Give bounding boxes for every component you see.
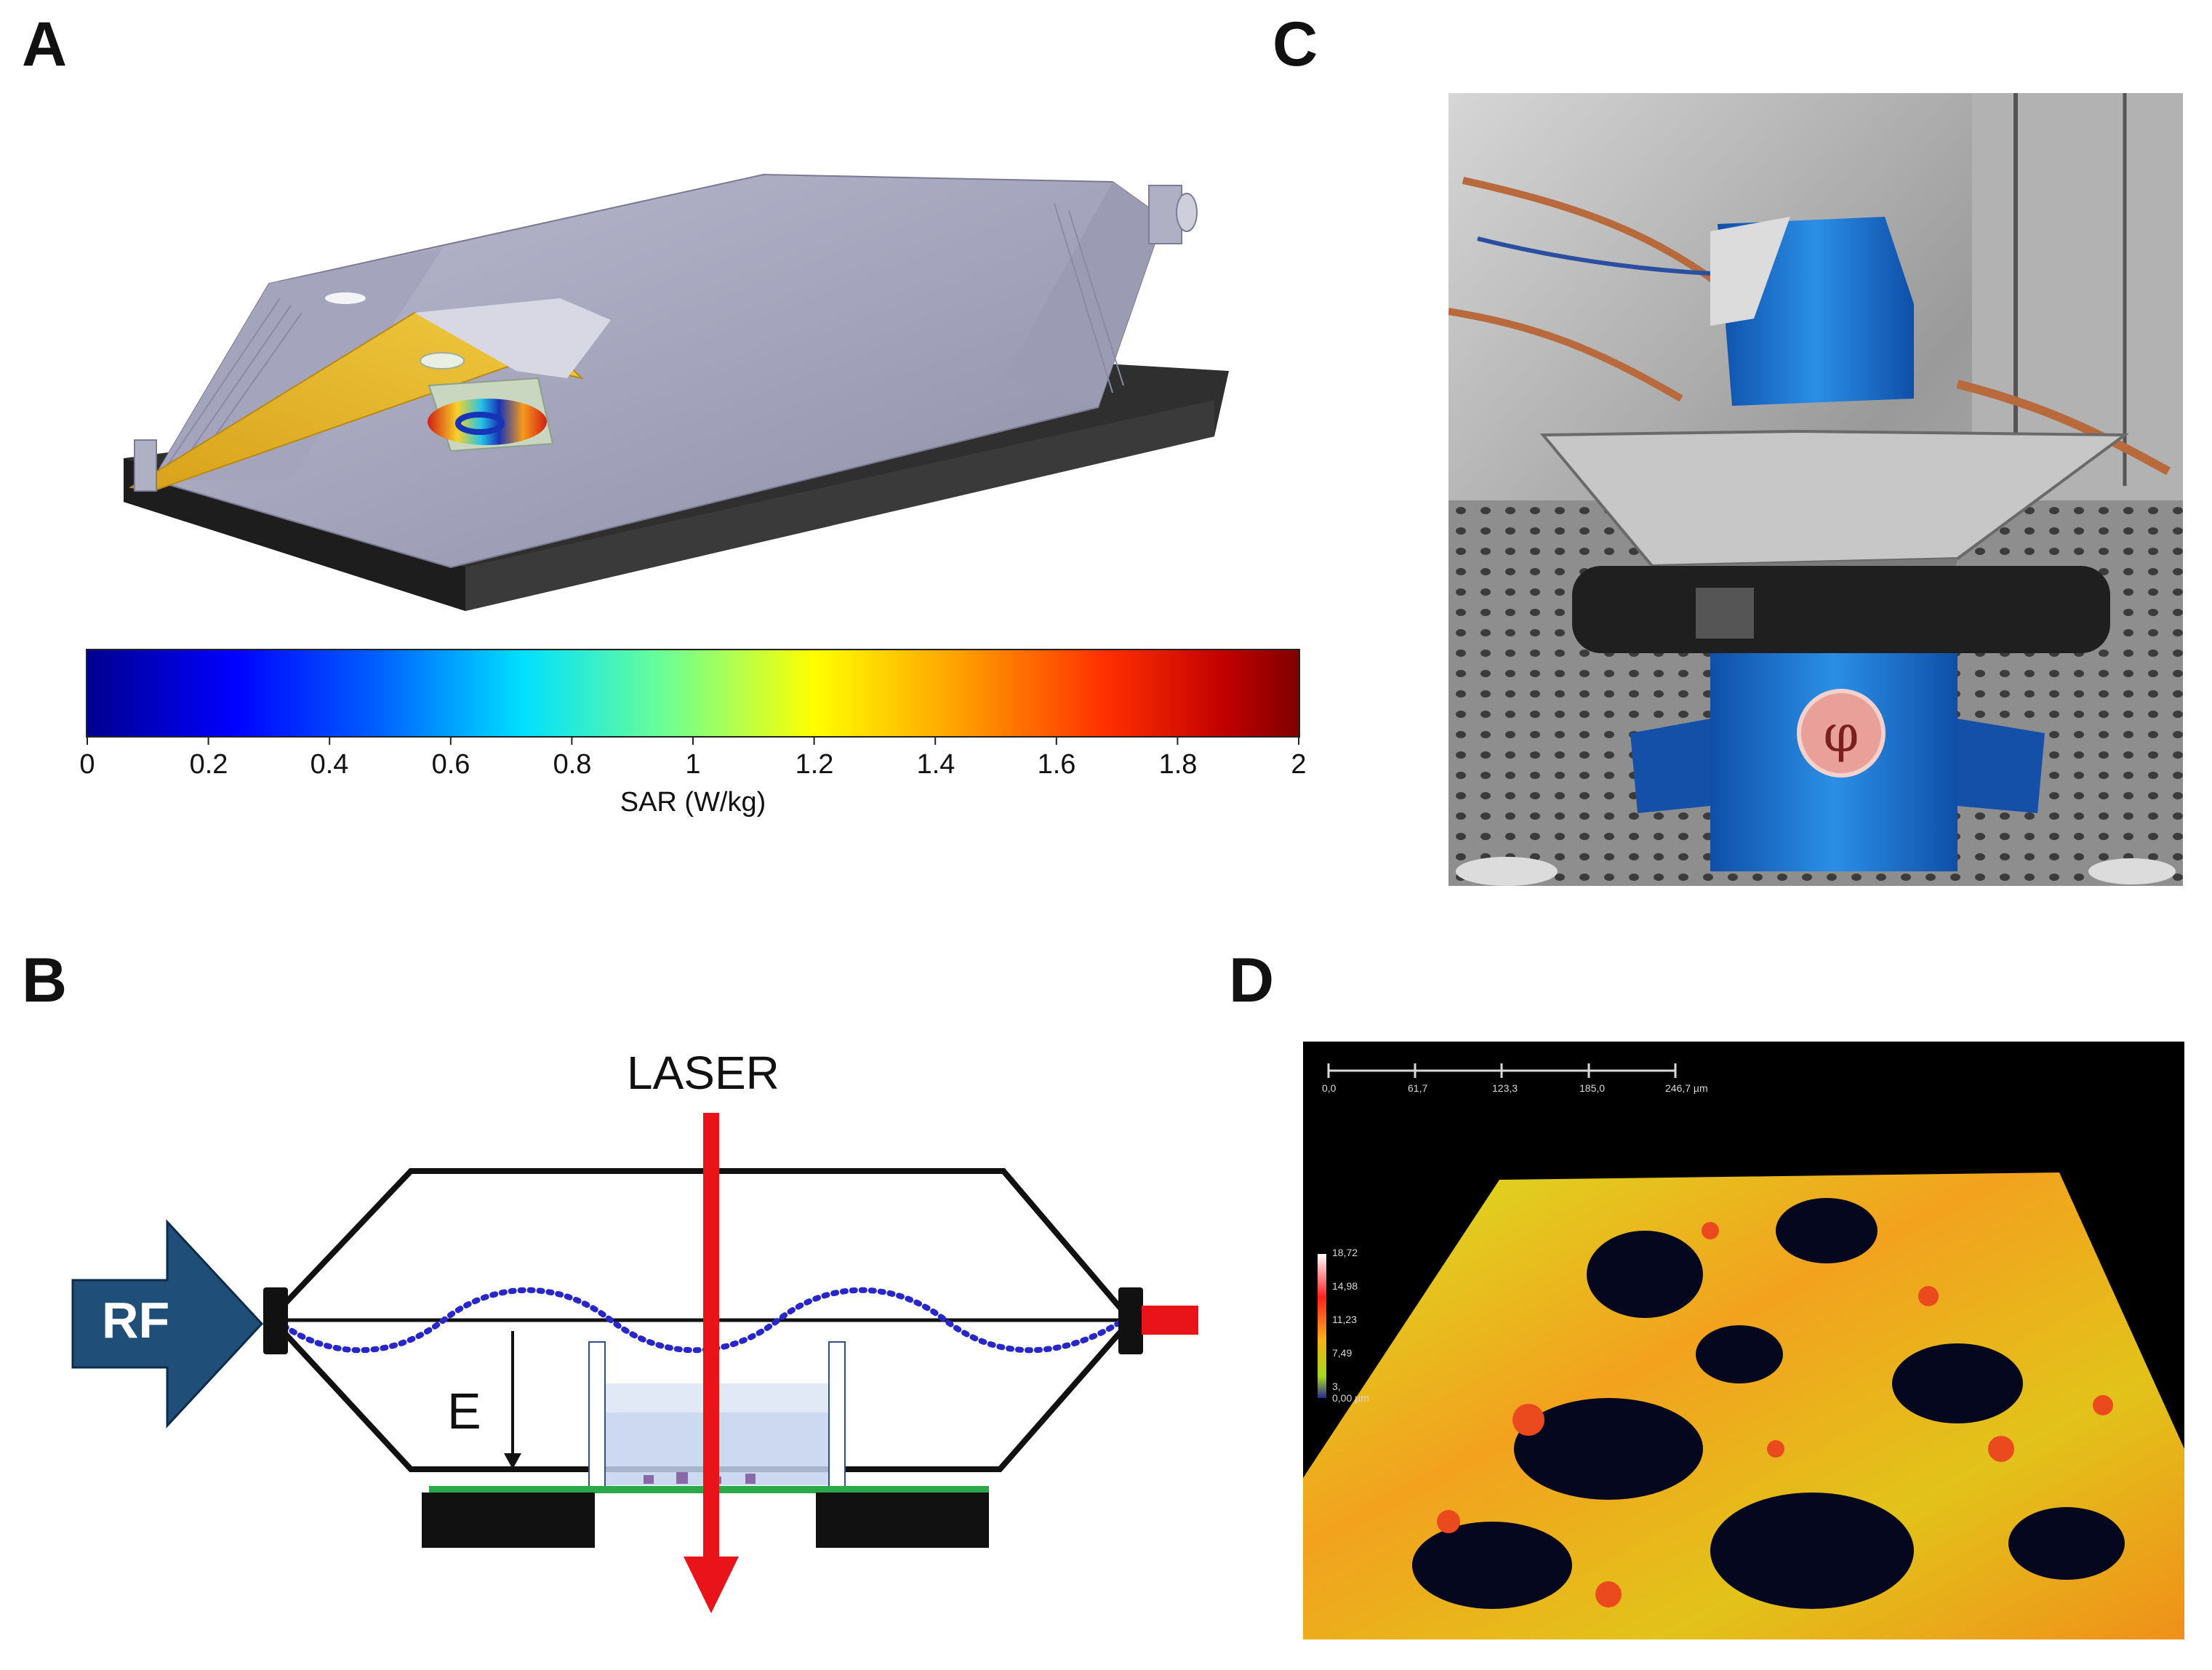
output-terminal <box>1142 1306 1198 1335</box>
colorbar-tick-label: 1.2 <box>795 749 834 780</box>
input-port <box>263 1287 288 1354</box>
height-colorbar <box>1318 1254 1326 1398</box>
field-label: E <box>447 1383 481 1439</box>
scale-tick-label: 185,0 <box>1579 1082 1606 1094</box>
height-tick-label: 18,72 <box>1332 1247 1358 1258</box>
input-connector <box>134 439 157 492</box>
rf-label: RF <box>102 1292 170 1349</box>
scale-tick-label: 123,3 <box>1492 1082 1518 1094</box>
height-tick-label: 3, <box>1332 1381 1341 1392</box>
rf-wave-dotted <box>273 1287 1126 1354</box>
laser-beam <box>703 1113 719 1571</box>
laser-label: LASER <box>627 1047 780 1099</box>
panel-label-b: B <box>22 946 68 1015</box>
scale-tick-label: 0,0 <box>1322 1082 1337 1094</box>
colorbar-tick-label: 1.6 <box>1037 749 1076 780</box>
height-tick-label: 14,98 <box>1332 1280 1358 1292</box>
height-tick-label: 7,49 <box>1332 1347 1353 1359</box>
output-port <box>1118 1287 1143 1354</box>
panel-label-a: A <box>22 9 68 79</box>
tem-cell-schematic <box>71 1113 1198 1613</box>
tem-cell-3d-rendering <box>124 173 1229 611</box>
panel-label-c: C <box>1273 9 1318 79</box>
colorbar-tick-label: 1.4 <box>916 749 955 780</box>
base-block-left <box>422 1493 595 1548</box>
colorbar-tick-marks <box>86 736 1300 746</box>
confocal-3d-image <box>1303 1042 2184 1639</box>
height-tick-label: 11,23 <box>1332 1314 1357 1325</box>
colorbar-tick-label: 1.8 <box>1158 749 1198 780</box>
height-tick-label: 0,00 µm <box>1332 1392 1369 1404</box>
panel-label-d: D <box>1229 946 1275 1015</box>
base-block-right <box>816 1493 989 1548</box>
colorbar-tick-label: 2 <box>1291 749 1307 780</box>
sar-colorbar <box>86 649 1300 738</box>
colorbar-tick-label: 0.4 <box>310 749 349 780</box>
sample-holder <box>325 292 554 452</box>
colorbar-tick-label: 0 <box>79 749 95 780</box>
sar-distribution-map <box>428 399 547 445</box>
exposure-setup-photo: φ <box>1448 93 2183 886</box>
scale-tick-label: 61,7 <box>1408 1082 1428 1094</box>
laser-arrowhead <box>684 1557 739 1613</box>
colorbar-tick-label: 1 <box>685 749 701 780</box>
rf-input-arrow <box>71 1219 264 1429</box>
logo-badge <box>1797 689 1886 778</box>
colorbar-tick-label: 0.6 <box>431 749 470 780</box>
tem-cell-photo <box>1539 429 2129 568</box>
dark-gaps <box>1412 1198 2125 1609</box>
colorbar-axis-label: SAR (W/kg) <box>620 787 766 818</box>
svg-text:φ: φ <box>1823 704 1859 764</box>
colorbar-tick-label: 0.2 <box>189 749 228 780</box>
cell-surface <box>1303 1172 2184 1639</box>
scale-tick-label: 246,7 µm <box>1665 1082 1708 1094</box>
colorbar-tick-label: 0.8 <box>553 749 592 780</box>
